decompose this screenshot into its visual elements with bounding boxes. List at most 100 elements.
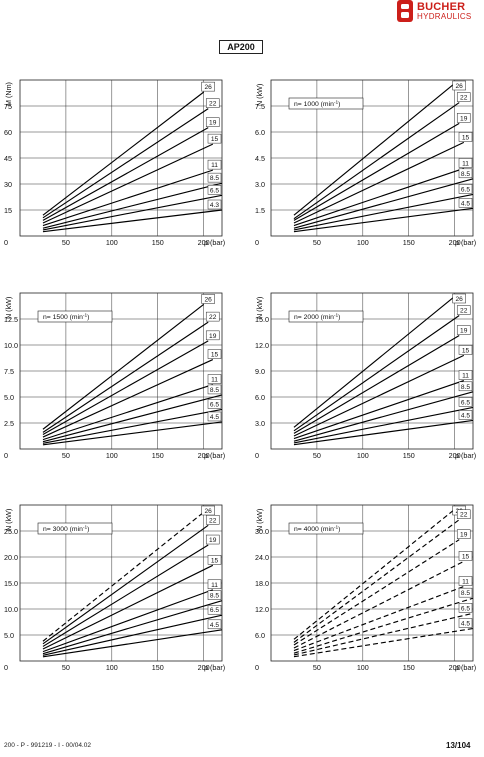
series-label-15: 15 — [462, 553, 470, 560]
x-tick-label: 100 — [357, 238, 369, 247]
series-label-8.5: 8.5 — [210, 175, 219, 182]
series-label-box — [201, 505, 215, 516]
x-tick-label: 50 — [62, 663, 70, 672]
speed-annotation: n= 1500 (min-1) — [43, 313, 89, 322]
series-label-19: 19 — [460, 327, 468, 334]
bucher-hydraulics-logo: BUCHER HYDRAULICS — [396, 0, 484, 22]
x-axis-label: p (bar) — [455, 663, 476, 672]
x-axis-label: p (bar) — [204, 451, 225, 460]
y-axis-label: N (kW) — [255, 509, 264, 531]
series-line-22 — [293, 315, 460, 432]
series-label-26: 26 — [455, 296, 463, 303]
series-line-11 — [42, 383, 213, 441]
x-tick-label: 100 — [106, 451, 118, 460]
series-label-box — [207, 172, 222, 183]
series-label-11: 11 — [462, 160, 469, 167]
y-tick-label: 3.0 — [255, 180, 265, 189]
series-label-box — [456, 529, 471, 539]
series-label-box — [456, 305, 471, 315]
y-tick-label: 6.0 — [255, 393, 265, 402]
series-line-19 — [293, 334, 460, 434]
y-tick-label: 0 — [255, 238, 259, 247]
series-line-4.5 — [293, 419, 474, 446]
series-line-11 — [293, 379, 465, 440]
y-axis-label: N (kW) — [4, 509, 13, 531]
series-label-box — [452, 293, 466, 304]
y-tick-label: 6.0 — [255, 631, 265, 640]
series-label-box — [458, 198, 473, 208]
series-line-22 — [293, 102, 460, 220]
series-label-19: 19 — [209, 333, 217, 340]
y-tick-label: 18.0 — [255, 579, 269, 588]
series-line-22 — [42, 321, 209, 433]
y-tick-label: 75 — [4, 102, 12, 111]
y-tick-label: 3.0 — [255, 419, 265, 428]
speed-annotation: n= 2000 (min-1) — [294, 313, 340, 322]
series-label-8.5: 8.5 — [210, 593, 219, 600]
speed-annotation: n= 3000 (min-1) — [43, 525, 89, 534]
series-line-4.5 — [42, 421, 223, 446]
series-label-box — [458, 603, 473, 613]
series-line-15 — [293, 141, 465, 224]
series-line-11 — [42, 169, 213, 227]
series-label-box — [458, 551, 473, 561]
series-label-box — [458, 381, 473, 392]
series-label-box — [207, 159, 222, 170]
y-tick-label: 0 — [255, 663, 259, 672]
series-label-box — [207, 411, 222, 422]
series-label-box — [205, 117, 220, 127]
series-line-8.5 — [42, 394, 223, 443]
x-tick-label: 150 — [152, 663, 164, 672]
series-label-22: 22 — [460, 95, 468, 102]
speed-annotation-box — [37, 522, 113, 535]
series-label-box — [458, 397, 473, 407]
x-tick-label: 150 — [403, 238, 415, 247]
series-label-8.5: 8.5 — [461, 171, 470, 178]
series-line-6.5 — [293, 193, 474, 231]
series-line-4.5 — [42, 629, 223, 658]
page-number: 13/104 — [446, 741, 471, 750]
series-label-19: 19 — [209, 120, 217, 127]
series-label-box — [207, 555, 222, 565]
y-tick-label: 0 — [255, 451, 259, 460]
series-label-box — [205, 311, 220, 322]
y-tick-label: 10.0 — [4, 341, 18, 350]
y-tick-label: 1.5 — [255, 206, 265, 215]
series-label-6.5: 6.5 — [461, 399, 470, 406]
series-line-19 — [42, 127, 209, 221]
x-axis-label: p (bar) — [204, 238, 225, 247]
series-line-8.5 — [293, 597, 474, 654]
x-tick-label: 150 — [152, 451, 164, 460]
series-line-19 — [293, 122, 460, 221]
y-tick-label: 12.5 — [4, 315, 18, 324]
y-axis-label: N (kW) — [4, 297, 13, 319]
x-tick-label: 200 — [198, 663, 210, 672]
y-tick-label: 5.0 — [4, 631, 14, 640]
series-label-box — [452, 80, 466, 91]
y-tick-label: 0 — [4, 663, 8, 672]
speed-annotation-box — [288, 310, 364, 323]
series-label-26: 26 — [455, 83, 463, 90]
series-label-box — [207, 590, 222, 600]
series-line-6.5 — [42, 194, 223, 231]
series-line-15 — [42, 564, 214, 650]
series-label-19: 19 — [460, 532, 468, 539]
series-label-4.5: 4.5 — [461, 412, 470, 419]
series-label-box — [201, 294, 215, 304]
x-tick-label: 150 — [403, 451, 415, 460]
series-line-8.5 — [42, 600, 223, 655]
y-axis-label: M (Nm) — [4, 82, 13, 106]
x-tick-label: 100 — [357, 663, 369, 672]
series-label-box — [207, 133, 222, 144]
y-tick-label: 10.0 — [4, 605, 18, 614]
y-tick-label: 2.5 — [4, 419, 14, 428]
x-tick-label: 200 — [198, 238, 210, 247]
speed-annotation-box — [288, 97, 364, 110]
series-label-box — [205, 534, 220, 545]
series-label-box — [458, 345, 473, 355]
series-label-8.5: 8.5 — [461, 384, 470, 391]
